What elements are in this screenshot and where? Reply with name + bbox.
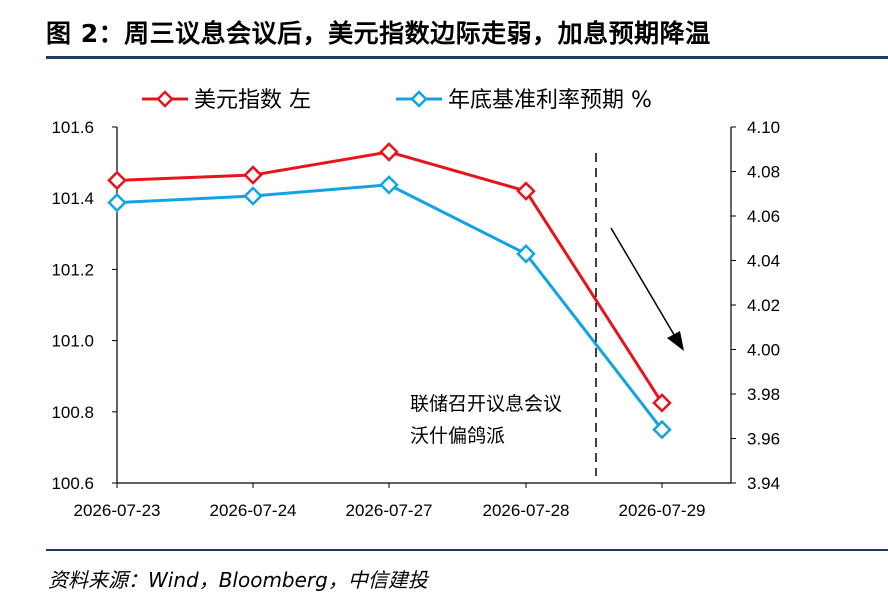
series-point: [107, 170, 127, 191]
x-tick-label: 2026-07-29: [619, 501, 706, 520]
series-point: [652, 393, 672, 413]
series-line: [116, 183, 664, 431]
legend-label: 美元指数 左: [194, 88, 311, 113]
chart-axes: 101.6 101.4 101.2 101.0 100.8 100.6 4.10 4.08 4.…: [51, 118, 780, 520]
right-y-tick-label: 3.98: [747, 385, 780, 404]
x-tick-label: 2026-07-23: [74, 501, 161, 520]
annotation-text: 沃什偏鸽派: [410, 425, 505, 447]
series-point: [107, 192, 127, 213]
left-y-tick-label: 100.8: [51, 403, 94, 422]
annotation-text: 联储召开议息会议: [410, 393, 562, 415]
left-y-tick-label: 101.6: [51, 118, 94, 137]
legend-swatch-marker: [156, 90, 174, 108]
x-tick-label: 2026-07-27: [346, 501, 433, 520]
series-point: [516, 244, 536, 264]
right-y-tick-label: 4.02: [747, 296, 780, 315]
series-point: [379, 142, 399, 162]
right-y-tick-label: 4.00: [747, 341, 780, 360]
right-y-tick-label: 3.94: [747, 474, 780, 493]
x-tick-label: 2026-07-24: [210, 501, 297, 520]
chart-legend: 美元指数 左 年底基准利率预期 %: [142, 88, 652, 113]
series-point: [243, 186, 263, 206]
right-y-tick-label: 3.96: [747, 430, 780, 449]
source-rule: [46, 549, 888, 551]
trend-arrow-head: [667, 331, 684, 351]
trend-arrow-shaft: [610, 227, 677, 339]
series-point: [243, 165, 263, 185]
right-y-tick-label: 4.10: [747, 118, 780, 137]
left-y-tick-label: 101.4: [51, 189, 94, 208]
series-point: [652, 419, 672, 440]
series-point: [516, 181, 536, 201]
source-note: 资料来源：Wind，Bloomberg，中信建投: [48, 568, 428, 592]
left-y-tick-label: 100.6: [51, 474, 94, 493]
right-y-tick-label: 4.08: [747, 163, 780, 182]
series-point: [379, 175, 399, 195]
right-y-tick-label: 4.06: [747, 207, 780, 226]
x-tick-label: 2026-07-28: [483, 501, 570, 520]
right-y-tick-label: 4.04: [747, 252, 780, 271]
title-rule: [46, 56, 888, 59]
left-y-tick-label: 101.2: [51, 260, 94, 279]
left-y-tick-label: 101.0: [51, 332, 94, 351]
legend-label: 年底基准利率预期 %: [448, 88, 652, 113]
legend-swatch-marker: [410, 90, 428, 108]
figure-title: 图 2：周三议息会议后，美元指数边际走弱，加息预期降温: [46, 19, 711, 48]
series-layer: [107, 142, 672, 440]
